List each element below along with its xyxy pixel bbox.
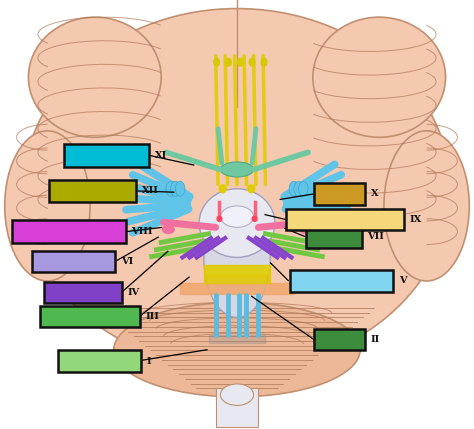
- Ellipse shape: [249, 58, 255, 66]
- Ellipse shape: [204, 197, 270, 317]
- Ellipse shape: [166, 181, 175, 196]
- Bar: [40, 306, 140, 327]
- Ellipse shape: [5, 131, 90, 281]
- Text: X: X: [371, 190, 378, 198]
- Ellipse shape: [217, 216, 222, 221]
- Ellipse shape: [175, 181, 185, 196]
- Ellipse shape: [28, 17, 161, 137]
- Ellipse shape: [384, 131, 469, 281]
- Ellipse shape: [162, 226, 174, 233]
- Bar: [286, 209, 404, 230]
- Text: III: III: [146, 312, 159, 321]
- Ellipse shape: [289, 181, 299, 196]
- Bar: [314, 183, 365, 205]
- Text: XI: XI: [155, 151, 167, 160]
- Text: VIII: VIII: [131, 227, 153, 236]
- Bar: [314, 329, 365, 350]
- Ellipse shape: [299, 181, 308, 196]
- Ellipse shape: [114, 302, 360, 397]
- Ellipse shape: [300, 226, 312, 233]
- Ellipse shape: [24, 9, 450, 369]
- Text: VI: VI: [120, 257, 133, 266]
- Ellipse shape: [237, 58, 243, 66]
- Ellipse shape: [313, 17, 446, 137]
- Ellipse shape: [226, 58, 231, 66]
- Text: IV: IV: [127, 288, 139, 297]
- Ellipse shape: [214, 58, 219, 66]
- Ellipse shape: [220, 162, 254, 177]
- Text: VII: VII: [367, 233, 384, 241]
- Ellipse shape: [220, 206, 254, 227]
- Text: V: V: [399, 277, 406, 285]
- Bar: [58, 350, 141, 372]
- Bar: [32, 251, 115, 272]
- Ellipse shape: [171, 181, 180, 196]
- Text: XII: XII: [142, 187, 159, 195]
- Ellipse shape: [261, 58, 267, 66]
- Text: I: I: [147, 357, 152, 366]
- Bar: [49, 180, 136, 202]
- Text: IX: IX: [410, 215, 422, 224]
- Ellipse shape: [199, 189, 275, 257]
- Bar: [12, 220, 126, 244]
- Ellipse shape: [252, 216, 257, 221]
- Text: II: II: [370, 335, 380, 344]
- Bar: [216, 388, 258, 427]
- Ellipse shape: [247, 185, 255, 193]
- Bar: [306, 226, 362, 248]
- Bar: [290, 270, 393, 292]
- Bar: [45, 282, 121, 303]
- Bar: [64, 143, 149, 167]
- Ellipse shape: [294, 181, 303, 196]
- Ellipse shape: [220, 384, 254, 405]
- Ellipse shape: [219, 185, 227, 193]
